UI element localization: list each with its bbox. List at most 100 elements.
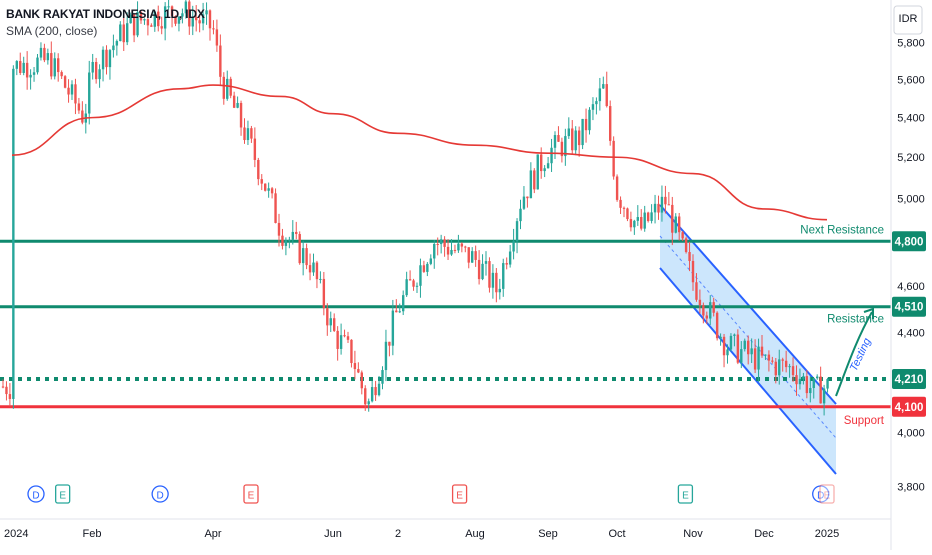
price-badge-label: 4,100 bbox=[895, 402, 924, 414]
candle-body bbox=[246, 128, 250, 141]
candle-body bbox=[767, 354, 771, 361]
candle-body bbox=[15, 61, 18, 69]
candle-body bbox=[398, 311, 401, 313]
candle-body bbox=[702, 305, 705, 316]
candle-body bbox=[609, 106, 612, 141]
candle-body bbox=[205, 10, 208, 15]
candle-body bbox=[529, 170, 533, 199]
x-tick-label: 2 bbox=[395, 528, 401, 540]
candle-body bbox=[415, 285, 419, 287]
candle-body bbox=[802, 376, 805, 379]
candle-body bbox=[395, 310, 398, 313]
candle-body bbox=[512, 241, 515, 252]
candle-body bbox=[674, 216, 677, 233]
candle-body bbox=[726, 349, 729, 356]
symbol-title[interactable]: BANK RAKYAT INDONESIA, 1D, IDX bbox=[6, 7, 205, 21]
y-tick-label: 3,800 bbox=[897, 482, 925, 494]
candle-body bbox=[195, 17, 198, 21]
candle-body bbox=[29, 74, 32, 78]
candle-body bbox=[602, 84, 605, 89]
testing-arrow-head bbox=[863, 307, 874, 319]
candle-body bbox=[419, 265, 422, 286]
candle-body bbox=[581, 118, 584, 146]
candle-body bbox=[215, 29, 219, 46]
candle-body bbox=[5, 386, 8, 395]
event-marker-label: E bbox=[456, 491, 463, 502]
candle-body bbox=[105, 49, 108, 68]
price-badge bbox=[892, 231, 926, 252]
candle-body bbox=[526, 196, 529, 199]
candle-body bbox=[688, 252, 691, 261]
candle-body bbox=[422, 265, 426, 272]
event-marker-label: E bbox=[682, 491, 689, 502]
candle-body bbox=[671, 204, 674, 233]
candle-body bbox=[484, 261, 488, 264]
candle-body bbox=[577, 130, 581, 146]
candle-body bbox=[722, 336, 726, 356]
candle-body bbox=[374, 387, 377, 396]
candle-body bbox=[491, 272, 495, 288]
candle-body bbox=[764, 354, 767, 356]
candle-body bbox=[560, 141, 564, 157]
candle-body bbox=[315, 262, 319, 280]
candle-body bbox=[143, 19, 146, 21]
candle-body bbox=[408, 279, 412, 281]
candle-body bbox=[153, 11, 156, 27]
event-marker-label: D bbox=[817, 491, 824, 502]
candle-body bbox=[546, 163, 550, 169]
currency-label: IDR bbox=[899, 13, 918, 25]
candle-body bbox=[502, 263, 505, 289]
earnings-marker-box bbox=[243, 484, 259, 504]
candle-body bbox=[377, 383, 381, 396]
candle-body bbox=[791, 366, 795, 376]
candle-body bbox=[357, 369, 360, 373]
candle-body bbox=[412, 280, 415, 287]
candle-body bbox=[132, 14, 136, 36]
candle-body bbox=[12, 68, 15, 399]
candle-body bbox=[819, 376, 822, 404]
candle-body bbox=[633, 220, 636, 228]
earnings-marker: E bbox=[819, 484, 835, 504]
y-tick-label: 5,200 bbox=[897, 152, 925, 164]
candle-body bbox=[22, 62, 25, 73]
y-tick-label: 4,000 bbox=[897, 428, 925, 440]
candle-body bbox=[39, 47, 43, 58]
candle-body bbox=[305, 248, 308, 266]
indicator-label[interactable]: SMA (200, close) bbox=[6, 24, 98, 38]
price-badge bbox=[892, 396, 926, 417]
candle-body bbox=[760, 346, 764, 356]
candle-body bbox=[439, 239, 443, 245]
candle-body bbox=[619, 199, 622, 208]
candle-body bbox=[146, 19, 150, 26]
candle-body bbox=[584, 118, 588, 131]
candle-body bbox=[543, 168, 546, 172]
candle-body bbox=[74, 84, 77, 104]
candle-body bbox=[505, 263, 508, 265]
candle-body bbox=[436, 243, 439, 245]
candle-body bbox=[288, 239, 291, 241]
candle-body bbox=[229, 78, 232, 96]
candle-body bbox=[57, 58, 60, 73]
candle-body bbox=[101, 49, 105, 70]
candle-body bbox=[308, 265, 312, 273]
candle-body bbox=[684, 238, 688, 253]
candle-body bbox=[405, 279, 408, 296]
candle-body bbox=[743, 340, 746, 350]
candle-body bbox=[712, 302, 715, 313]
sma-200-line bbox=[11, 84, 828, 221]
price-badge-label: 4,510 bbox=[895, 302, 924, 314]
candle-body bbox=[750, 348, 753, 355]
candle-body bbox=[353, 363, 357, 370]
candle-body bbox=[771, 360, 774, 362]
candle-body bbox=[126, 23, 129, 43]
candle-body bbox=[778, 359, 781, 376]
candle-body bbox=[191, 17, 194, 27]
candle-body bbox=[170, 6, 174, 17]
candle-body bbox=[88, 72, 91, 114]
y-tick-label: 4,400 bbox=[897, 328, 925, 340]
candle-body bbox=[446, 246, 450, 255]
currency-box bbox=[893, 5, 923, 35]
candle-body bbox=[381, 370, 384, 384]
